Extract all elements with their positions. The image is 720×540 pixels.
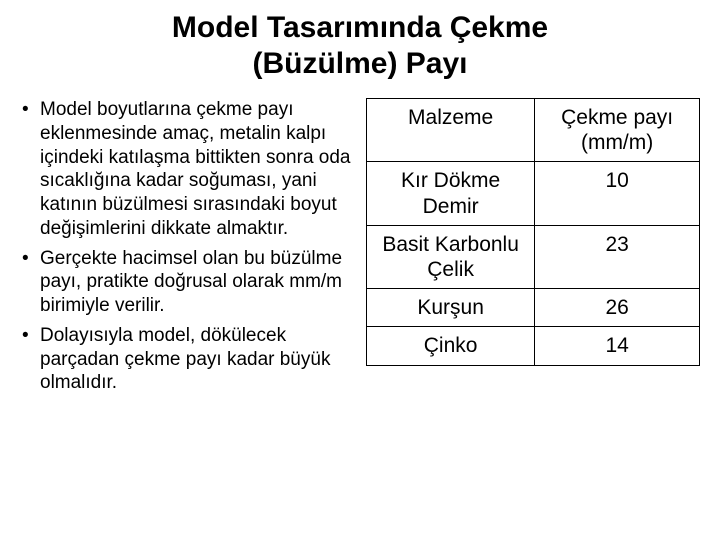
bullet-text: Dolayısıyla model, dökülecek parçadan çe… — [40, 325, 330, 394]
list-item: Model boyutlarına çekme payı eklenmesind… — [20, 98, 354, 241]
list-item: Dolayısıyla model, dökülecek parçadan çe… — [20, 324, 354, 395]
title-line-2: (Büzülme) Payı — [252, 47, 467, 80]
bullet-text: Model boyutlarına çekme payı eklenmesind… — [40, 99, 351, 239]
table-header-row: Malzeme Çekme payı (mm/m) — [367, 99, 700, 162]
table-row: Kır Dökme Demir 10 — [367, 162, 700, 225]
bullet-text: Gerçekte hacimsel olan bu büzülme payı, … — [40, 248, 342, 317]
title-line-1: Model Tasarımında Çekme — [172, 11, 548, 44]
page-title: Model Tasarımında Çekme (Büzülme) Payı — [20, 10, 700, 82]
table-row: Kurşun 26 — [367, 289, 700, 327]
cell-material: Basit Karbonlu Çelik — [367, 225, 535, 288]
cell-value: 26 — [535, 289, 700, 327]
cell-value: 14 — [535, 327, 700, 365]
bullet-column: Model boyutlarına çekme payı eklenmesind… — [20, 98, 354, 401]
content-row: Model boyutlarına çekme payı eklenmesind… — [20, 98, 700, 401]
cell-material: Kurşun — [367, 289, 535, 327]
cell-value: 10 — [535, 162, 700, 225]
bullet-list: Model boyutlarına çekme payı eklenmesind… — [20, 98, 354, 395]
cell-material: Kır Dökme Demir — [367, 162, 535, 225]
table-row: Basit Karbonlu Çelik 23 — [367, 225, 700, 288]
column-header-material: Malzeme — [367, 99, 535, 162]
column-header-value: Çekme payı (mm/m) — [535, 99, 700, 162]
list-item: Gerçekte hacimsel olan bu büzülme payı, … — [20, 247, 354, 318]
table-row: Çinko 14 — [367, 327, 700, 365]
cell-material: Çinko — [367, 327, 535, 365]
shrinkage-table: Malzeme Çekme payı (mm/m) Kır Dökme Demi… — [366, 98, 700, 366]
table-column: Malzeme Çekme payı (mm/m) Kır Dökme Demi… — [366, 98, 700, 401]
cell-value: 23 — [535, 225, 700, 288]
